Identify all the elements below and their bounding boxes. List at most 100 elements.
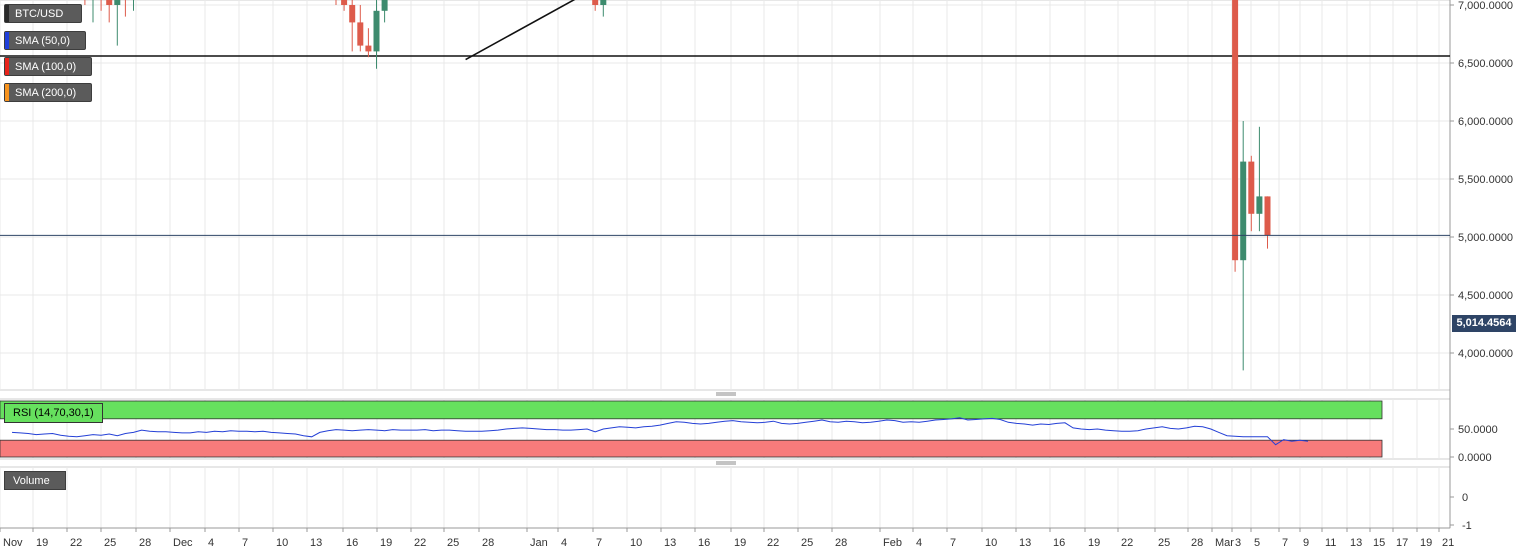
candle-body xyxy=(1256,196,1263,214)
candle-body xyxy=(1264,196,1271,236)
x-tick-label: 28 xyxy=(139,537,151,549)
candle-up xyxy=(114,0,121,46)
candle-down xyxy=(1248,155,1255,232)
x-tick-label: 16 xyxy=(698,537,710,549)
y-tick-label: 6,000.0000 xyxy=(1458,116,1513,128)
support-resistance-levels xyxy=(0,55,1450,57)
x-tick-label: 16 xyxy=(346,537,358,549)
price-panel xyxy=(0,0,1451,391)
candle-down xyxy=(365,28,372,58)
candles xyxy=(84,0,1271,371)
volume-y-tick-label: 0 xyxy=(1462,492,1468,504)
x-tick-label: 22 xyxy=(70,537,82,549)
x-tick-label: 10 xyxy=(630,537,642,549)
volume-chart: -1 0 xyxy=(1450,492,1472,532)
x-tick-label: 19 xyxy=(380,537,392,549)
candle-body xyxy=(341,0,348,6)
x-tick-label: 10 xyxy=(276,537,288,549)
candle-body xyxy=(600,0,607,5)
x-tick-label: 22 xyxy=(767,537,779,549)
sma200-swatch xyxy=(5,84,9,101)
candle-down xyxy=(100,0,102,11)
x-tick-label: Dec xyxy=(173,537,193,549)
sma100-label: SMA (100,0) xyxy=(4,57,92,76)
x-tick-label: Feb xyxy=(883,537,902,549)
x-tick-label: 13 xyxy=(1350,537,1362,549)
rsi-chart: 0.0000 50.0000 xyxy=(0,400,1498,464)
candle-down xyxy=(1232,0,1239,272)
candle-body xyxy=(1232,0,1239,261)
candle-body xyxy=(1248,161,1255,214)
candle-body xyxy=(373,10,380,52)
x-tick-label: 25 xyxy=(801,537,813,549)
candle-down xyxy=(357,5,364,52)
x-tick-label: 9 xyxy=(1303,537,1309,549)
x-tick-label: 19 xyxy=(1420,537,1432,549)
y-tick-label: 4,500.0000 xyxy=(1458,290,1513,302)
rsi-label: RSI (14,70,30,1) xyxy=(4,403,103,423)
sma200-label: SMA (200,0) xyxy=(4,83,92,102)
rsi-line xyxy=(11,417,1309,446)
sma50-label: SMA (50,0) xyxy=(4,31,86,50)
candle-body xyxy=(349,5,356,23)
candle-down xyxy=(341,0,348,11)
rsi-y-tick-label: 0.0000 xyxy=(1458,452,1492,464)
candle-body xyxy=(381,0,388,11)
candle-down xyxy=(349,0,356,52)
x-tick-label: Jan xyxy=(530,537,548,549)
rsi-y-tick-label: 50.0000 xyxy=(1458,424,1498,436)
candle-up xyxy=(381,0,388,23)
x-tick-label: 28 xyxy=(835,537,847,549)
candle-down xyxy=(1264,196,1271,249)
volume-label: Volume xyxy=(4,471,66,490)
x-tick-label: 19 xyxy=(36,537,48,549)
candle-body xyxy=(114,0,121,5)
x-tick-label: 19 xyxy=(1088,537,1100,549)
rsi-overbought-band xyxy=(0,400,1383,420)
y-tick-label: 5,500.0000 xyxy=(1458,174,1513,186)
x-axis: Nov 19 22 25 28 Dec 4 7 10 13 16 19 22 25 28 Jan 4 7 10 13 1… xyxy=(0,528,1454,549)
candle-down xyxy=(335,0,337,5)
x-tick-label: 10 xyxy=(985,537,997,549)
x-tick-label: 7 xyxy=(242,537,248,549)
candle-body xyxy=(357,22,364,46)
candle-down xyxy=(124,0,126,17)
x-tick-label: 19 xyxy=(734,537,746,549)
volume-splitter-handle[interactable] xyxy=(716,461,736,465)
candle-body xyxy=(592,0,599,5)
last-price-badge: 5,014.4564 xyxy=(1452,315,1516,332)
x-tick-label: 4 xyxy=(561,537,567,549)
symbol-label: BTC/USD xyxy=(4,4,82,23)
x-tick-label: Nov xyxy=(3,537,23,549)
y-tick-label: 7,000.0000 xyxy=(1458,0,1513,12)
x-tick-label: 7 xyxy=(950,537,956,549)
candle-up xyxy=(92,0,94,23)
candle-down xyxy=(592,0,599,11)
candle-down xyxy=(106,0,113,23)
x-tick-label: 13 xyxy=(310,537,322,549)
y-tick-label: 5,000.0000 xyxy=(1458,232,1513,244)
x-tick-label: 3 xyxy=(1235,537,1241,549)
x-tick-label: 28 xyxy=(1191,537,1203,549)
candle-up xyxy=(1240,121,1247,371)
rsi-splitter-handle[interactable] xyxy=(716,392,736,396)
candle-up xyxy=(373,0,380,69)
candle-body xyxy=(106,0,113,5)
price-y-axis: 4,000.0000 4,500.0000 5,000.0000 5,500.0000… xyxy=(1450,0,1513,360)
candle-body xyxy=(1240,161,1247,261)
x-tick-label: 4 xyxy=(208,537,214,549)
x-tick-label: 25 xyxy=(447,537,459,549)
x-tick-label: 16 xyxy=(1053,537,1065,549)
x-tick-label: 22 xyxy=(414,537,426,549)
x-tick-label: 11 xyxy=(1325,537,1336,549)
y-tick-label: 6,500.0000 xyxy=(1458,58,1513,70)
x-tick-label: 25 xyxy=(1158,537,1170,549)
x-tick-label: Mar xyxy=(1215,537,1234,549)
x-tick-label: 13 xyxy=(664,537,676,549)
volume-panel xyxy=(0,466,1451,529)
volume-y-tick-label: -1 xyxy=(1462,520,1472,532)
sma50-swatch xyxy=(5,32,9,49)
x-tick-label: 7 xyxy=(596,537,602,549)
